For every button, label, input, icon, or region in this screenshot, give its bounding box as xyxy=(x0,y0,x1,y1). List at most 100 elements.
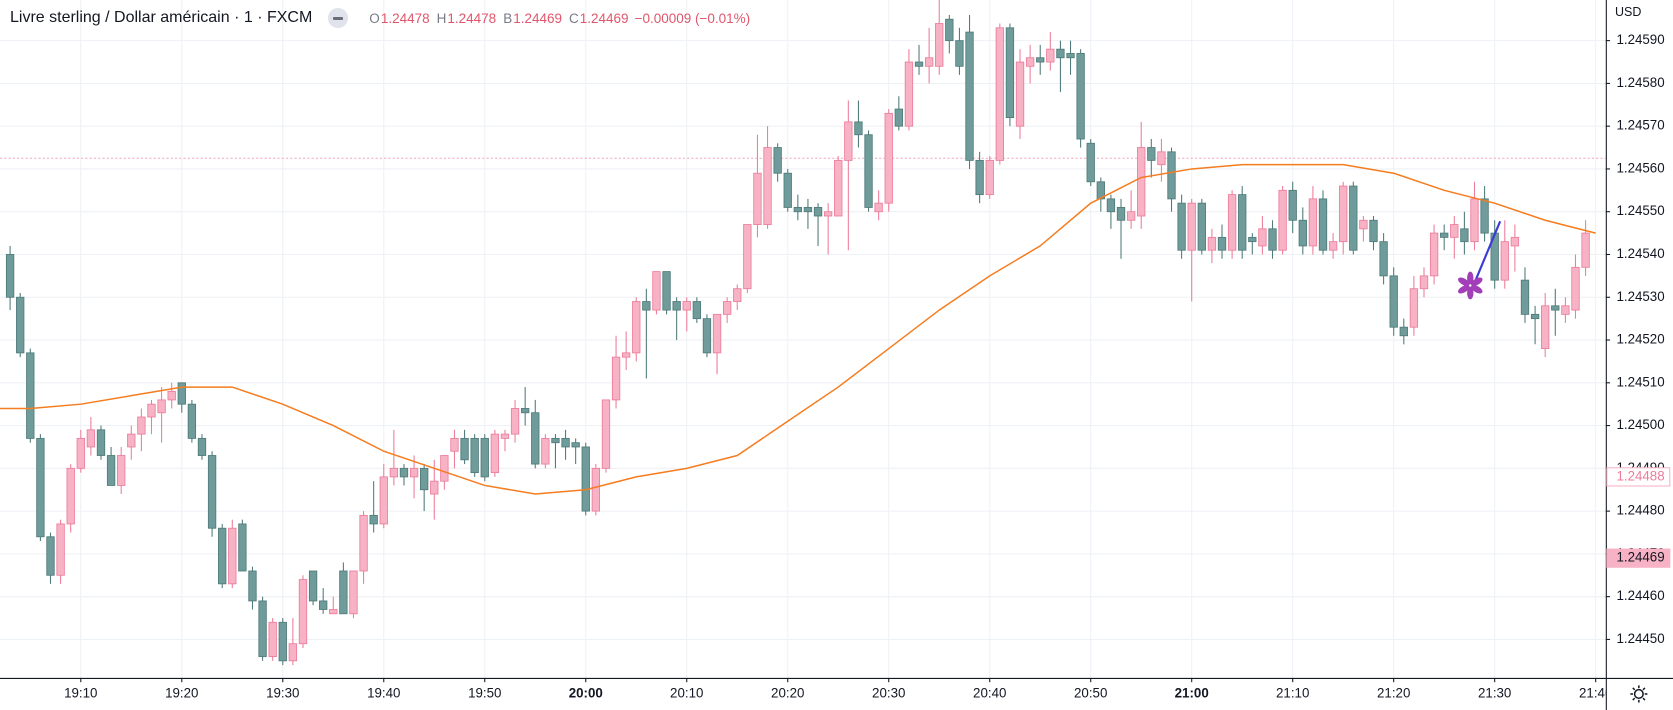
candle-body xyxy=(46,536,55,576)
candle-body xyxy=(935,23,944,67)
candle-body xyxy=(389,467,399,478)
candle-body xyxy=(460,437,469,461)
candle-body xyxy=(692,301,702,320)
legend-value: 1.24478 xyxy=(447,10,497,26)
candle-body xyxy=(975,159,984,196)
candle-body xyxy=(1147,147,1156,161)
candle-body xyxy=(773,147,782,174)
candle-body xyxy=(510,408,520,435)
candle-body xyxy=(1349,185,1358,251)
candle-body xyxy=(248,570,257,602)
price-label: 1.24469 xyxy=(1616,550,1664,565)
price-axis-panel xyxy=(1605,0,1673,710)
candle-body xyxy=(1460,228,1469,243)
candle-body xyxy=(1187,202,1196,251)
candle-body xyxy=(409,467,419,478)
candle-body xyxy=(1025,57,1035,67)
candle-body xyxy=(329,609,338,615)
drawing[interactable] xyxy=(1457,220,1502,300)
candle-body xyxy=(359,514,368,572)
candle-body xyxy=(642,301,651,311)
symbol-title[interactable]: Livre sterling / Dollar américain · 1 · … xyxy=(10,9,313,26)
candle-body xyxy=(632,301,641,354)
candle-body xyxy=(823,211,833,217)
candle-body xyxy=(1238,194,1247,251)
candle-body xyxy=(207,455,217,529)
candle-body xyxy=(864,134,873,208)
y-tick-label: 1.24560 xyxy=(1616,160,1664,175)
candle-body xyxy=(298,579,308,645)
candle-body xyxy=(1046,48,1055,63)
candle-body xyxy=(450,437,459,452)
candle-body xyxy=(753,172,762,225)
candle-body xyxy=(218,527,227,585)
candle-body xyxy=(1086,142,1095,183)
candle-body xyxy=(420,467,429,491)
candle-body xyxy=(379,476,388,525)
candle-body xyxy=(1581,232,1590,268)
candle-body xyxy=(96,429,106,456)
candle-body xyxy=(127,433,136,448)
candle-body xyxy=(1268,228,1277,251)
candle-body xyxy=(531,412,540,465)
candle-body xyxy=(783,172,792,208)
candle-body xyxy=(1005,27,1015,119)
trend-line[interactable] xyxy=(1474,220,1502,281)
y-tick-label: 1.24450 xyxy=(1616,631,1664,646)
legend-label: O xyxy=(369,10,380,26)
candle-body xyxy=(945,18,954,42)
settings-icon[interactable] xyxy=(1630,685,1648,703)
candle-body xyxy=(924,57,934,67)
x-tick-label: 19:40 xyxy=(367,685,400,700)
candle-body xyxy=(914,61,924,67)
candle-body xyxy=(1157,151,1166,166)
candle-body xyxy=(803,207,813,213)
currency[interactable]: USD xyxy=(1615,5,1642,19)
header: Livre sterling / Dollar américain · 1 · … xyxy=(10,6,750,30)
candle-body xyxy=(844,121,853,161)
candle-body xyxy=(1217,236,1227,251)
candle-body xyxy=(1359,219,1368,230)
candle-body xyxy=(1258,228,1267,247)
candle-body xyxy=(288,643,298,662)
candle-body xyxy=(1227,194,1237,251)
y-tick-label: 1.24520 xyxy=(1616,332,1664,347)
candle-body xyxy=(561,437,570,448)
flower-marker[interactable] xyxy=(1457,271,1484,300)
candle-body xyxy=(1530,313,1540,320)
y-tick-label: 1.24580 xyxy=(1616,75,1664,90)
candle-body xyxy=(591,467,601,512)
y-tick-label: 1.24510 xyxy=(1616,374,1664,389)
candle-body xyxy=(621,352,631,358)
collapse-button[interactable] xyxy=(328,8,349,28)
candle-body xyxy=(1409,288,1419,328)
y-tick-label: 1.24540 xyxy=(1616,246,1664,261)
grid xyxy=(0,0,1606,678)
candle-body xyxy=(1167,151,1176,200)
candle-body xyxy=(672,301,681,311)
candle-body xyxy=(16,296,25,354)
candle-body xyxy=(339,570,348,615)
candle-body xyxy=(1480,198,1489,234)
candle-body xyxy=(480,437,489,478)
candle-body xyxy=(1571,266,1580,311)
candle-body xyxy=(662,271,671,311)
legend-value: 1.24469 xyxy=(579,10,629,26)
candle-body xyxy=(258,600,267,657)
candle-body xyxy=(56,523,65,576)
time-axis: 19:10 19:20 19:30 19:40 19:50 20:00 20:10 20:20… xyxy=(64,677,1612,700)
candle-body xyxy=(1328,241,1338,251)
candle-body xyxy=(137,416,146,435)
candle-body xyxy=(965,31,974,161)
price-label-box xyxy=(1606,548,1671,568)
candle-body xyxy=(26,352,35,439)
candle-body xyxy=(1106,198,1116,213)
y-tick-label: 1.24530 xyxy=(1616,289,1664,304)
x-tick-label: 20:00 xyxy=(569,685,603,700)
candle-body xyxy=(228,527,237,585)
candle-body xyxy=(1126,211,1136,221)
candle-body xyxy=(36,437,45,538)
y-tick-label: 1.24550 xyxy=(1616,203,1664,218)
